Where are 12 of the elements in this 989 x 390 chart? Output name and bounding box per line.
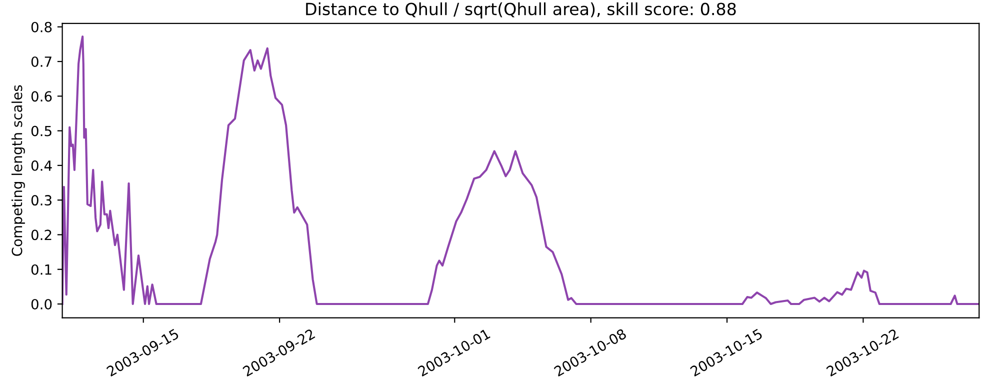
y-tick-label: 0.0	[31, 298, 52, 310]
y-tick-label: 0.7	[31, 56, 52, 67]
y-tick-label: 0.3	[31, 195, 52, 206]
chart-title: Distance to Qhull / sqrt(Qhull area), skill score: 0.88	[306, 2, 736, 19]
y-axis-title: Competing length scales	[12, 85, 25, 256]
y-tick-label: 0.1	[31, 264, 52, 275]
y-tick-label: 0.2	[31, 230, 52, 240]
y-tick-label: 0.8	[31, 22, 52, 32]
y-tick-label: 0.5	[31, 126, 52, 136]
line-series	[62, 36, 980, 306]
y-tick-label: 0.4	[31, 160, 52, 171]
y-tick-label: 0.6	[31, 91, 52, 102]
